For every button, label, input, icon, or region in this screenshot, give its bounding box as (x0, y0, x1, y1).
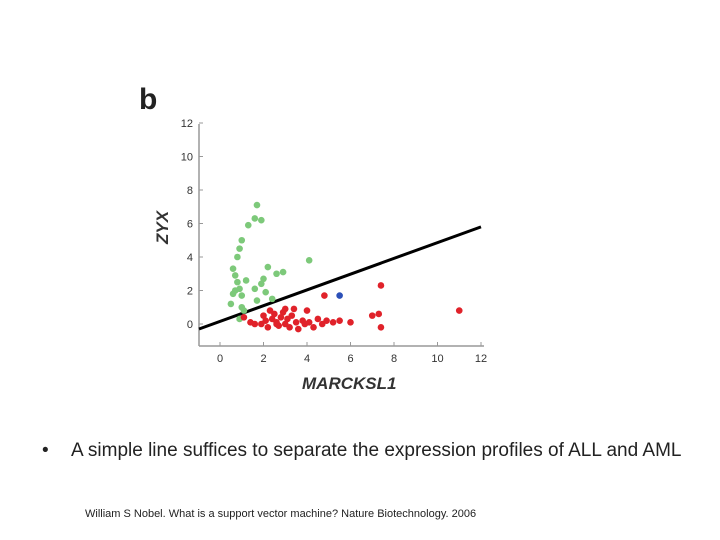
x-axis-title: MARCKSL1 (302, 374, 396, 393)
red-point (277, 314, 285, 321)
green-point (234, 278, 241, 286)
red-point (292, 319, 300, 326)
green-point (234, 253, 241, 261)
green-point (236, 245, 243, 252)
bullet-point: • A simple line suffices to separate the… (42, 438, 682, 464)
red-point (336, 317, 343, 324)
red-point (264, 324, 272, 331)
green-point (227, 300, 235, 308)
green-point (260, 275, 267, 283)
red-point (260, 312, 267, 319)
green-point (279, 268, 287, 276)
red-point (273, 320, 280, 328)
red-point (377, 324, 385, 331)
red-point (347, 319, 354, 326)
green-point (242, 277, 250, 284)
red-point (375, 310, 383, 318)
green-point (268, 295, 276, 303)
green-point (253, 201, 261, 209)
red-point (290, 305, 298, 313)
scatter-chart: b 0 2 4 6 8 10 12 0 2 4 6 8 10 12 MARCKSL1 ZYX (139, 83, 487, 393)
green-point (258, 216, 265, 224)
red-point (240, 314, 248, 321)
green-point (236, 285, 243, 293)
y-tick-label: 0 (187, 319, 193, 331)
red-point (323, 317, 330, 324)
y-tick-label: 2 (187, 286, 193, 298)
green-point (229, 265, 237, 273)
red-point (377, 282, 385, 289)
green-point (253, 297, 261, 304)
red-point (368, 312, 376, 319)
x-tick-label: 6 (347, 353, 353, 365)
green-point (264, 263, 272, 271)
y-tick-group: 0 2 4 6 8 10 12 (181, 118, 203, 331)
green-point (262, 288, 269, 296)
bullet-marker: • (42, 440, 49, 461)
red-point (288, 312, 296, 319)
green-point (258, 280, 265, 288)
x-tick-label: 4 (304, 353, 310, 365)
y-axis-title: ZYX (153, 209, 172, 245)
x-tick-label: 0 (217, 353, 223, 365)
red-point (329, 319, 337, 326)
red-point (295, 325, 302, 333)
green-point (238, 236, 246, 244)
red-point (314, 315, 322, 323)
green-point (251, 215, 259, 222)
x-tick-label: 8 (391, 353, 397, 365)
y-tick-label: 6 (187, 219, 193, 231)
red-point (251, 320, 259, 328)
panel-label: b (139, 83, 157, 116)
x-tick-label: 10 (431, 353, 443, 365)
green-point (244, 221, 252, 229)
red-point (455, 307, 463, 314)
x-tick-label: 2 (260, 353, 266, 365)
y-tick-label: 4 (187, 252, 193, 264)
red-point (266, 307, 274, 314)
green-point (231, 272, 239, 279)
y-tick-label: 10 (181, 152, 193, 164)
x-tick-group: 0 2 4 6 8 10 12 (217, 342, 487, 365)
citation: William S Nobel. What is a support vecto… (85, 508, 477, 520)
x-tick-label: 12 (475, 353, 487, 365)
green-point (273, 270, 280, 278)
red-point (262, 317, 269, 324)
y-tick-label: 8 (187, 185, 193, 197)
green-point (238, 292, 246, 299)
red-point (303, 307, 311, 314)
points-group (227, 201, 463, 333)
green-point (240, 307, 248, 314)
red-point (321, 292, 328, 299)
red-point (281, 305, 289, 313)
red-point (305, 319, 313, 326)
y-tick-label: 12 (181, 118, 193, 130)
green-point (251, 285, 259, 293)
red-point (286, 324, 293, 331)
red-point (310, 324, 317, 331)
green-point (305, 257, 313, 264)
bullet-text: A simple line suffices to separate the e… (71, 440, 682, 461)
blue-point (336, 292, 343, 299)
